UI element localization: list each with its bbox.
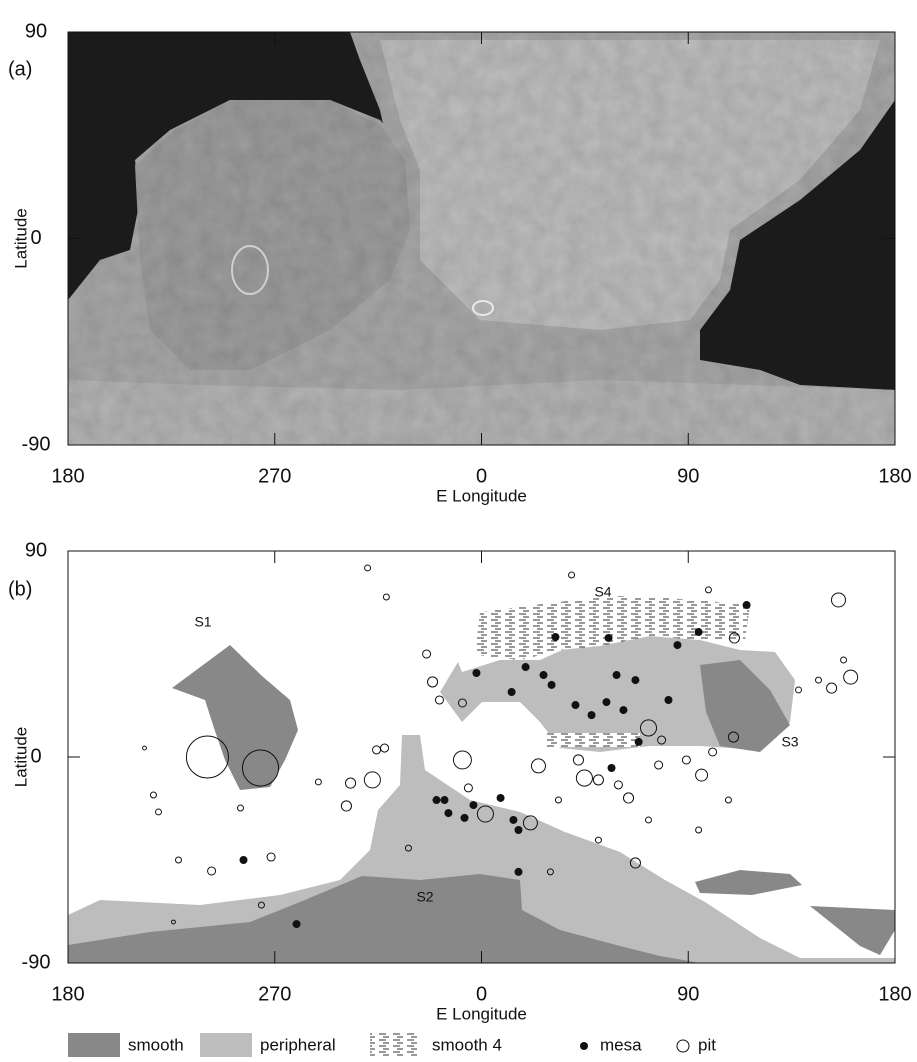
legend: smooth peripheral smooth 4 mesa pit xyxy=(68,1033,716,1057)
mesa xyxy=(240,856,248,864)
mesa xyxy=(508,688,516,696)
figure: (a) (b) S1 S2 S3 S4 smooth peripheral sm… xyxy=(0,0,917,1062)
region-label: S1 xyxy=(194,614,211,630)
mesa xyxy=(605,634,613,642)
y-axis-label: Latitude xyxy=(11,208,30,269)
panel-b-map xyxy=(68,551,895,963)
x-axis-label: E Longitude xyxy=(436,1004,527,1023)
panel-a-image xyxy=(68,32,895,445)
y-tick-label: 0 xyxy=(30,227,41,249)
mesa xyxy=(293,920,301,928)
legend-label: pit xyxy=(698,1035,716,1054)
mesa xyxy=(631,676,639,684)
smooth4-region xyxy=(545,733,640,747)
mesa xyxy=(588,711,596,719)
legend-swatch xyxy=(68,1033,120,1057)
mesa xyxy=(472,669,480,677)
mesa xyxy=(571,701,579,709)
legend-swatch xyxy=(677,1040,689,1052)
x-tick-label: 180 xyxy=(51,465,84,487)
panel-label: (b) xyxy=(8,578,32,600)
legend-label: peripheral xyxy=(260,1035,336,1054)
mesa xyxy=(444,809,452,817)
mesa xyxy=(522,663,530,671)
panel-label: (a) xyxy=(8,58,32,80)
legend-label: smooth 4 xyxy=(432,1035,502,1054)
mesa xyxy=(461,814,469,822)
legend-label: smooth xyxy=(128,1035,184,1054)
mesa xyxy=(602,698,610,706)
x-tick-label: 90 xyxy=(677,465,699,487)
mesa xyxy=(608,764,616,772)
x-tick-label: 180 xyxy=(878,983,911,1005)
mesa xyxy=(514,868,522,876)
mesa xyxy=(673,641,681,649)
y-tick-label: 90 xyxy=(25,539,47,561)
region-label: S4 xyxy=(594,584,611,600)
x-tick-label: 270 xyxy=(258,983,291,1005)
mesa xyxy=(619,706,627,714)
y-tick-label: -90 xyxy=(22,433,51,455)
mesa xyxy=(695,628,703,636)
x-tick-label: 0 xyxy=(476,983,487,1005)
y-tick-label: -90 xyxy=(22,951,51,973)
legend-swatch xyxy=(580,1042,588,1050)
mesa xyxy=(743,601,751,609)
x-tick-label: 90 xyxy=(677,983,699,1005)
x-tick-label: 0 xyxy=(476,465,487,487)
mesa xyxy=(540,671,548,679)
y-tick-label: 90 xyxy=(25,20,47,42)
mesa xyxy=(509,816,517,824)
mesa xyxy=(497,794,505,802)
x-tick-label: 180 xyxy=(878,465,911,487)
mesa xyxy=(613,671,621,679)
legend-label: mesa xyxy=(600,1035,642,1054)
mesa xyxy=(432,796,440,804)
y-tick-label: 0 xyxy=(30,745,41,767)
y-axis-label: Latitude xyxy=(11,727,30,788)
region-label: S2 xyxy=(416,889,433,905)
mesa xyxy=(514,826,522,834)
mesa xyxy=(635,738,643,746)
mesa xyxy=(551,633,559,641)
legend-swatch xyxy=(370,1033,420,1057)
x-axis-label: E Longitude xyxy=(436,486,527,505)
x-tick-label: 180 xyxy=(51,983,84,1005)
region-label: S3 xyxy=(781,734,798,750)
mesa xyxy=(469,801,477,809)
x-tick-label: 270 xyxy=(258,465,291,487)
mesa xyxy=(441,796,449,804)
mesa xyxy=(664,696,672,704)
legend-swatch xyxy=(200,1033,252,1057)
mesa xyxy=(548,681,556,689)
